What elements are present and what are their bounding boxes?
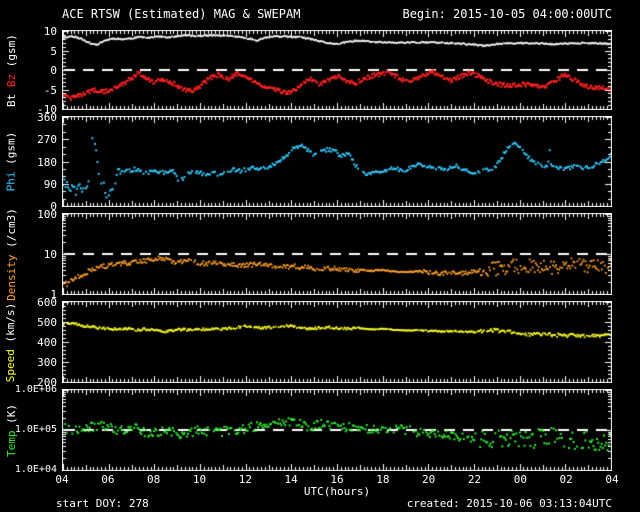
y-tick-label: 0 [50,64,57,77]
y-tick-label: 600 [37,296,57,309]
y-tick-label: -5 [43,83,57,97]
x-tick-label: 06 [101,473,115,486]
y-tick-label: 1.0E+05 [14,424,57,435]
temp-axis-label: Temp (K) [4,389,18,471]
axis-label-part: Bt [4,86,18,107]
x-tick-label: 16 [330,473,344,486]
x-tick-label: 12 [238,473,252,486]
density-canvas [62,213,612,295]
page-title: ACE RTSW (Estimated) MAG & SWEPAM [62,7,301,21]
temp-canvas [62,389,612,471]
phi-axis-label: Phi (gsm) [4,116,18,207]
y-tick-label: 200 [37,376,57,389]
y-tick-label: 400 [37,336,57,349]
mag-canvas [62,30,612,110]
y-tick-label: 5 [50,44,57,58]
x-tick-label: 18 [376,473,390,486]
x-tick-label: 08 [147,473,161,486]
begin-timestamp: Begin: 2015-10-05 04:00:00UTC [402,7,612,21]
panel-mag-bt-bz: 10 5 0 -5 -10 Bt Bz (gsm) [5,26,612,115]
axis-label-part: Bz [4,73,18,87]
panel-temp: 1.0E+06 1.0E+05 1.0E+04 Temp (K) [5,385,612,475]
y-tick-label: 1.0E+04 [14,464,57,475]
y-tick-label: -10 [37,103,57,116]
x-tick-label: 02 [559,473,573,486]
panel-speed: 600 500 400 300 200 Speed (km/s) [5,297,612,388]
speed-canvas [62,301,612,383]
mag-bt-bz-axis-label: Bt Bz (gsm) [4,30,18,110]
axis-label-part: Speed [4,348,18,382]
y-tick-label: 10 [43,25,57,38]
axis-label-part: Phi [4,171,18,192]
x-tick-label: 04 [605,473,619,486]
y-tick-label: 360 [37,111,57,124]
x-tick-label: 22 [467,473,482,486]
axis-label-part: (K) [4,403,18,430]
y-tick-label: 10 [43,248,57,261]
y-tick-label: 270 [37,133,57,147]
axis-label-part: Density [4,254,18,301]
axis-label-part: (gsm) [4,33,18,74]
axis-label-part: (km/s) [4,302,18,349]
y-tick-label: 300 [37,356,57,369]
x-tick-label: 04 [55,473,69,486]
y-tick-label: 1 [50,288,57,301]
y-tick-label: 100 [37,208,57,221]
y-tick-label: 90 [43,177,57,191]
panel-density: 100 10 1 Density (/cm3) [5,208,612,300]
start-doy-label: start DOY: 278 [56,497,149,510]
x-axis-title: UTC(hours) [303,485,371,498]
x-tick-label: 00 [513,473,527,486]
density-axis-label: Density (/cm3) [4,208,18,301]
axis-label-part: (/cm3) [4,207,18,254]
phi-canvas [62,116,612,207]
axis-label-part: (gsm) [4,131,18,172]
y-tick-label: 0 [50,200,57,213]
x-tick-label: 10 [192,473,207,486]
speed-axis-label: Speed (km/s) [4,301,18,383]
x-tick-label: 20 [422,473,436,486]
y-tick-label: 500 [37,316,57,329]
panel-phi: 360 270 180 90 0 Phi (gsm) [5,112,612,212]
axis-label-part: Temp [4,430,18,457]
created-timestamp: created: 2015-10-06 03:13:04UTC [406,497,612,510]
x-tick-label: 14 [284,473,298,486]
y-tick-label: 180 [37,155,57,169]
y-tick-label: 1.0E+06 [14,384,57,395]
